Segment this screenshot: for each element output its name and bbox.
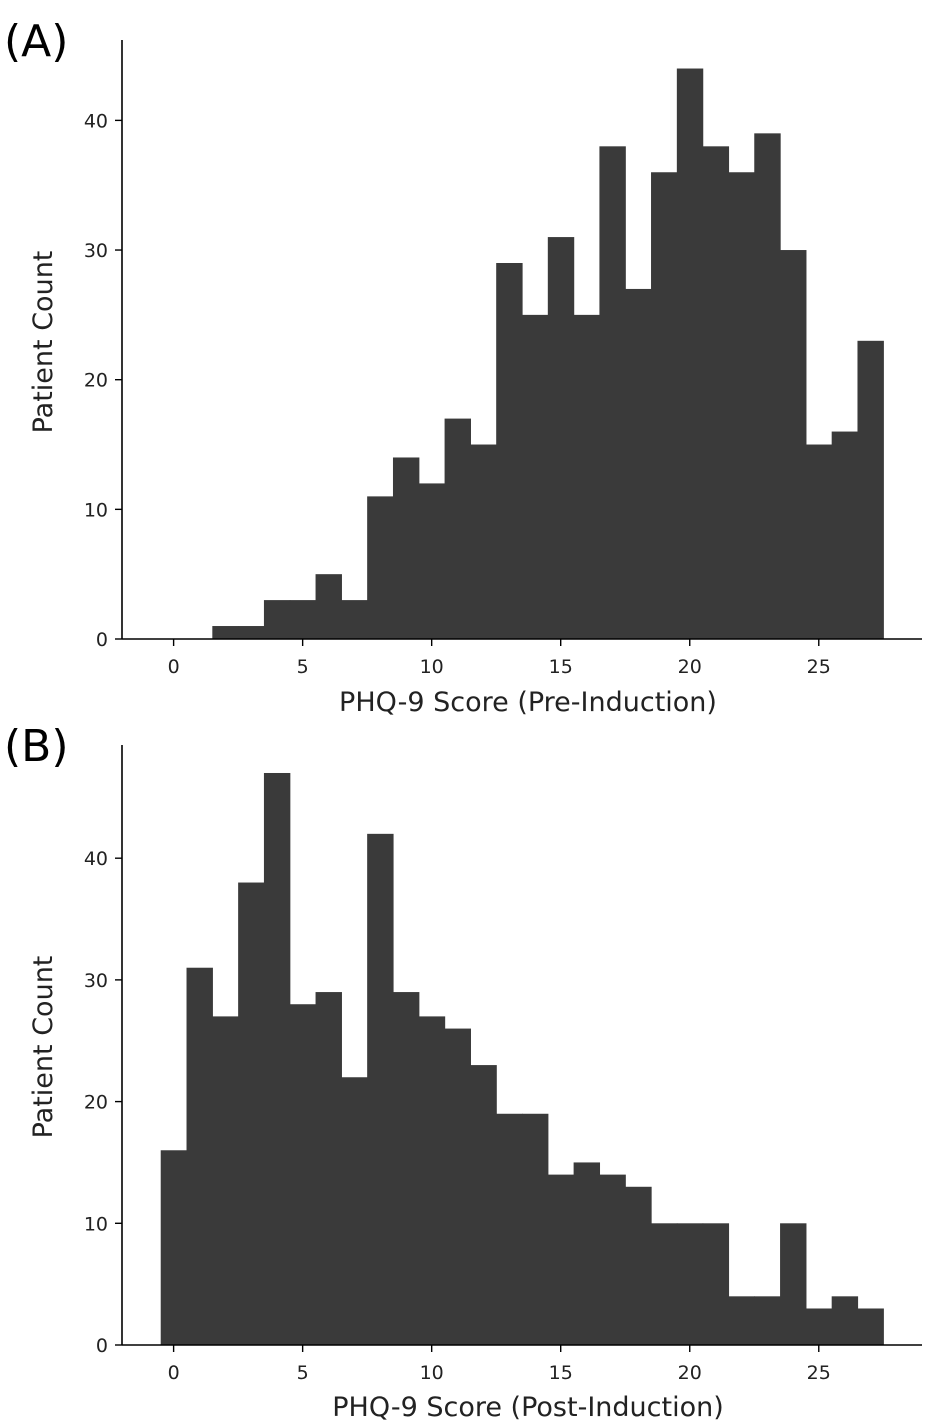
panel-b-x-axis-label: PHQ-9 Score (Post-Induction): [332, 1392, 724, 1423]
panel-b-bar-26: [831, 1296, 859, 1345]
panel-a-bar-23: [754, 133, 781, 639]
panel-a-bar-5: [289, 600, 317, 639]
panel-a-y-tick-label-40: 40: [84, 110, 108, 132]
panel-a-bar-11: [444, 418, 471, 639]
panel-b-x-tick-label-20: 20: [678, 1362, 702, 1384]
panel-b-letter: (B): [4, 721, 69, 772]
panel-a-bar-18: [625, 288, 652, 639]
panel-a-bar-21: [702, 146, 730, 639]
panel-b-ticks: 0 5 10 15 20 25 0 10 20 30 40: [84, 848, 831, 1384]
panel-a-bar-20: [676, 68, 704, 639]
panel-b-bar-12: [470, 1065, 497, 1345]
panel-b-bar-4: [263, 772, 291, 1345]
panel-b-x-tick-label-15: 15: [549, 1362, 573, 1384]
panel-b-bar-8: [367, 833, 394, 1345]
panel-a-x-axis-label: PHQ-9 Score (Pre-Induction): [339, 687, 717, 718]
panel-a-bar-26: [831, 431, 859, 639]
panel-b-y-tick-label-30: 30: [84, 970, 108, 992]
panel-b-y-tick-label-40: 40: [84, 848, 108, 870]
panel-b-bar-20: [676, 1223, 704, 1345]
panel-a-bar-25: [805, 444, 833, 639]
panel-b-bar-25: [805, 1308, 833, 1345]
panel-b-bar-24: [780, 1223, 807, 1345]
panel-a-bar-19: [651, 172, 678, 639]
panel-a-bar-22: [728, 172, 755, 639]
panel-a-bar-2: [212, 626, 239, 639]
panel-b-x-tick-label-10: 10: [420, 1362, 444, 1384]
panel-b-bar-9: [392, 992, 420, 1345]
panel-a-bar-14: [522, 314, 549, 639]
panel-b-bar-15: [547, 1174, 575, 1345]
panel-b-bar-14: [522, 1113, 549, 1345]
panel-b-bars: [160, 772, 884, 1345]
panel-b-bar-10: [418, 1016, 446, 1345]
panel-b-bar-6: [315, 992, 342, 1345]
panel-a-ticks: 0 5 10 15 20 25 0 10 20 30 40: [84, 110, 831, 678]
panel-a-y-tick-label-20: 20: [84, 370, 108, 392]
panel-b-bar-13: [496, 1113, 523, 1345]
panel-b-bar-19: [651, 1223, 678, 1345]
panel-a: (A) PHQ-9 Score (Pre-Induction) Patient …: [4, 16, 922, 718]
panel-b-bar-17: [599, 1174, 626, 1345]
panel-b-bar-11: [444, 1028, 471, 1345]
panel-b-bar-27: [857, 1308, 884, 1345]
panel-a-bar-16: [573, 314, 601, 639]
panel-a-x-tick-label-10: 10: [420, 656, 444, 678]
panel-b-bar-7: [341, 1077, 368, 1345]
panel-b-bar-23: [754, 1296, 781, 1345]
panel-a-bar-27: [857, 340, 884, 639]
panel-b-bar-0: [160, 1150, 188, 1345]
panel-b-y-axis-label: Patient Count: [28, 956, 59, 1139]
panel-a-bar-9: [392, 457, 420, 639]
panel-a-letter: (A): [4, 16, 68, 67]
panel-a-x-tick-label-5: 5: [297, 656, 309, 678]
panel-a-bar-7: [341, 600, 368, 639]
panel-a-bar-17: [599, 146, 626, 639]
panel-b-x-tick-label-0: 0: [168, 1362, 180, 1384]
panel-a-bar-15: [547, 237, 575, 639]
panel-a-y-tick-label-30: 30: [84, 240, 108, 262]
panel-a-bar-10: [418, 483, 446, 639]
panel-a-x-tick-label-15: 15: [549, 656, 573, 678]
panel-b-y-tick-label-0: 0: [96, 1335, 108, 1357]
panel-a-x-tick-label-0: 0: [168, 656, 180, 678]
panel-b-bar-2: [212, 1016, 239, 1345]
panel-a-bar-8: [367, 496, 394, 639]
panel-b-bar-1: [186, 967, 213, 1345]
panel-a-bar-6: [315, 574, 342, 639]
panel-b-x-tick-label-5: 5: [297, 1362, 309, 1384]
panel-a-bar-13: [496, 263, 523, 639]
panel-a-bar-3: [238, 626, 265, 639]
panel-a-bar-24: [780, 250, 807, 640]
panel-a-y-tick-label-0: 0: [96, 629, 108, 651]
panel-b-bar-5: [289, 1004, 317, 1345]
panel-a-x-tick-label-20: 20: [678, 656, 702, 678]
panel-a-x-tick-label-25: 25: [807, 656, 831, 678]
panel-a-bar-4: [263, 600, 291, 639]
panel-b-bar-16: [573, 1162, 601, 1345]
panel-a-bars: [212, 68, 884, 640]
panel-b-bar-18: [625, 1186, 652, 1345]
panel-a-y-axis-label: Patient Count: [28, 251, 59, 434]
panel-b-y-tick-label-10: 10: [84, 1213, 108, 1235]
panel-b-x-tick-label-25: 25: [807, 1362, 831, 1384]
panel-b-y-tick-label-20: 20: [84, 1092, 108, 1114]
panel-b-bar-22: [728, 1296, 755, 1345]
panel-b-bar-21: [702, 1223, 730, 1345]
panel-b-bar-3: [238, 882, 265, 1345]
panel-b: (B) PHQ-9 Score (Post-Induction) Patient…: [4, 721, 922, 1423]
panel-a-bar-12: [470, 444, 497, 639]
panel-a-y-tick-label-10: 10: [84, 499, 108, 521]
